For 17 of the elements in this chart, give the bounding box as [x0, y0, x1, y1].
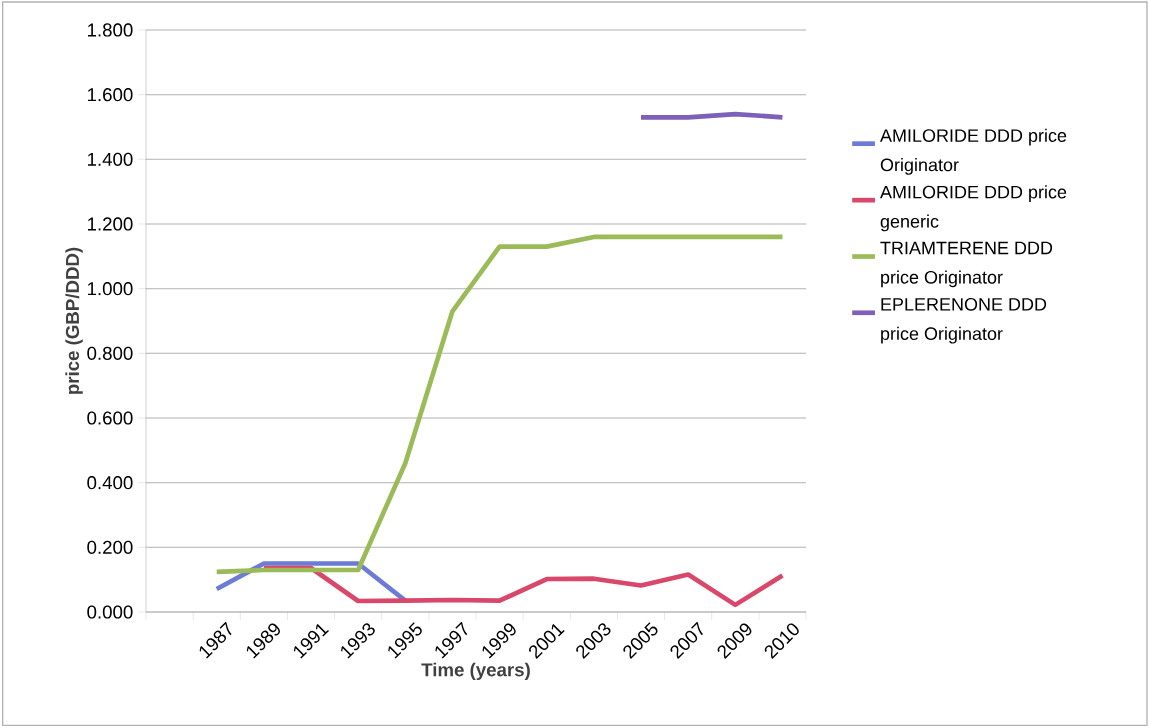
y-tick-label: 0.600 — [87, 411, 133, 425]
legend-label: AMILORIDE DDD price Originator — [880, 128, 1067, 175]
y-tick-label: 0.000 — [87, 605, 133, 619]
legend-label: AMILORIDE DDD price generic — [880, 185, 1067, 232]
y-tick-label: 0.200 — [87, 540, 133, 554]
y-tick-label: 1.200 — [88, 217, 133, 231]
y-tick-label: 0.800 — [87, 346, 133, 360]
y-axis-title: price (GBP/DDD) — [65, 247, 83, 394]
legend-label: TRIAMTERENE DDD price Originator — [880, 241, 1053, 288]
y-tick-label: 1.000 — [88, 282, 133, 296]
y-tick-label: 1.800 — [88, 23, 133, 37]
y-tick-label: 0.400 — [87, 476, 133, 490]
line-series — [261, 565, 785, 608]
legend-label: EPLERENONE DDD price Originator — [881, 297, 1047, 344]
x-axis-title: Time (years) — [421, 662, 530, 681]
y-tick-label: 1.400 — [88, 152, 133, 166]
y-tick-label: 1.600 — [88, 88, 133, 102]
